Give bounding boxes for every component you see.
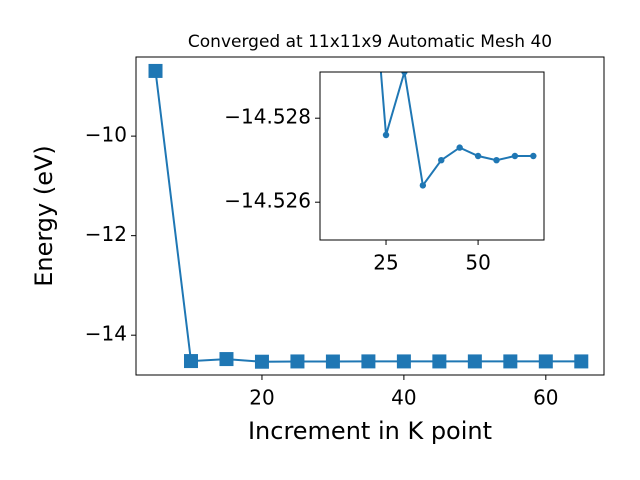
x-tick-label: 25	[373, 251, 398, 275]
y-tick-label: −10	[85, 123, 127, 147]
y-tick-label: −14.528	[224, 105, 311, 129]
marker	[511, 152, 519, 160]
marker	[396, 354, 411, 369]
marker	[361, 354, 376, 369]
y-tick-label: −12	[85, 222, 127, 246]
x-tick-label: 40	[391, 386, 416, 410]
marker	[419, 182, 427, 189]
x-tick-label: 20	[249, 386, 274, 410]
data-line	[379, 72, 534, 188]
marker	[183, 354, 198, 369]
chart-title: Converged at 11x11x9 Automatic Mesh 40	[188, 32, 552, 52]
x-tick-label: 50	[465, 251, 490, 275]
marker	[438, 157, 445, 164]
marker	[290, 354, 305, 369]
x-axis-label: Increment in K point	[248, 417, 492, 445]
y-tick-label: −14	[85, 322, 127, 346]
marker	[538, 354, 553, 369]
marker	[432, 354, 447, 369]
marker	[467, 354, 482, 369]
marker	[456, 144, 463, 151]
y-tick-label: −14.526	[224, 189, 311, 213]
marker	[503, 354, 518, 369]
marker	[493, 157, 500, 164]
plot-frame	[319, 71, 545, 241]
marker	[401, 72, 408, 76]
marker	[219, 352, 234, 367]
y-axis-label: Energy (eV)	[30, 145, 58, 287]
marker	[325, 354, 340, 369]
plot-frame	[135, 56, 605, 376]
marker	[474, 152, 482, 160]
marker	[254, 354, 269, 369]
marker	[574, 354, 589, 369]
plot-background	[320, 72, 544, 240]
x-tick-label: 60	[533, 386, 558, 410]
marker	[382, 131, 390, 139]
marker	[148, 63, 163, 78]
marker	[530, 152, 537, 160]
